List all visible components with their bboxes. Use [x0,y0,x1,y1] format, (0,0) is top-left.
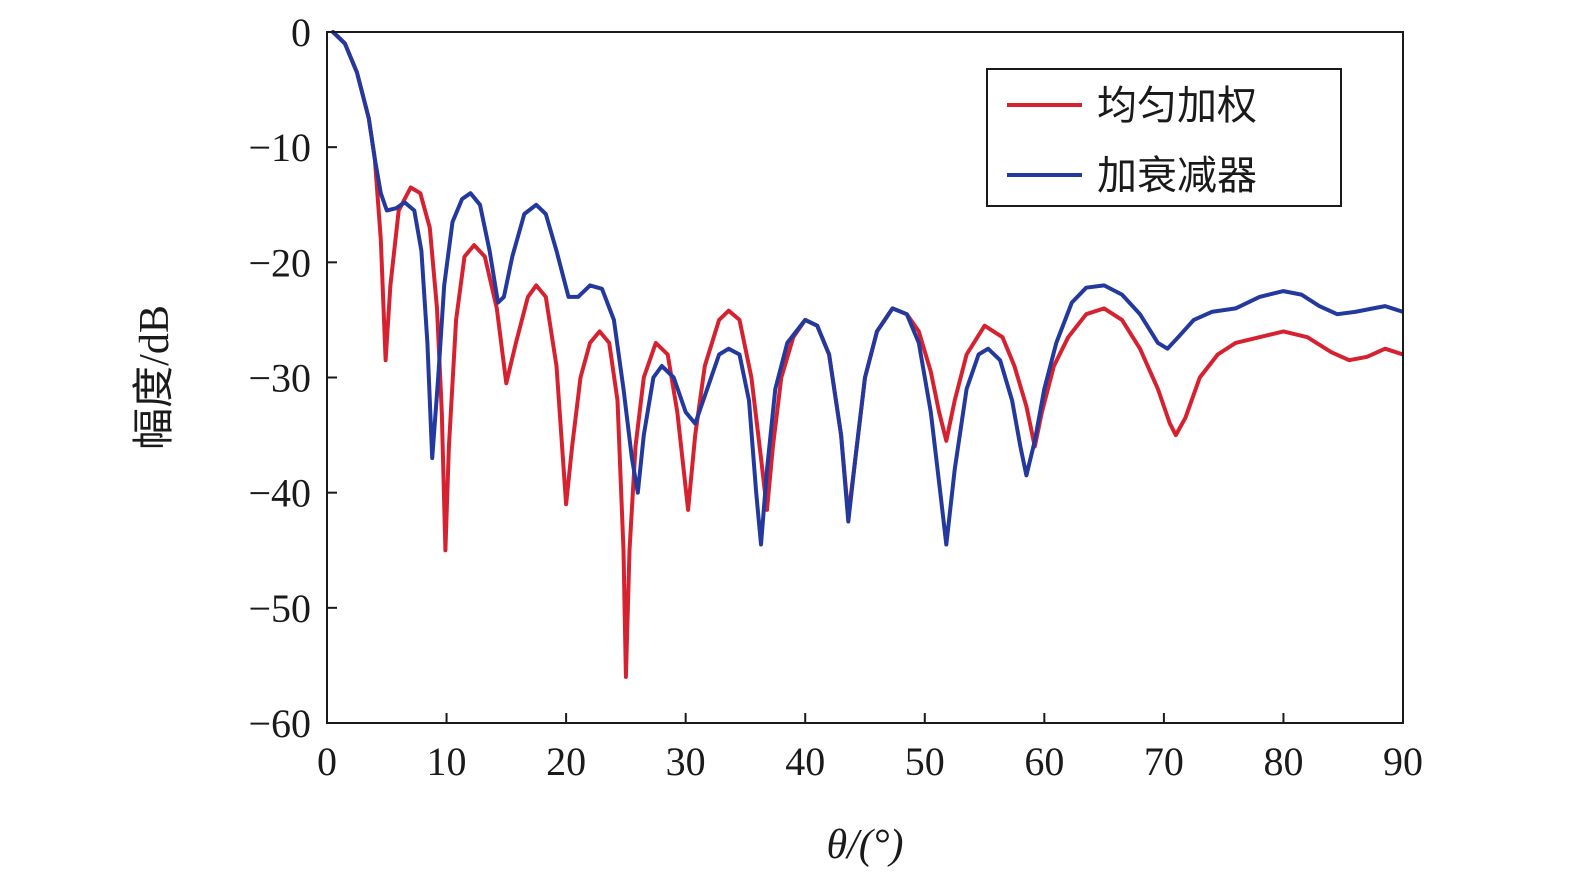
x-axis-title: θ/(°) [826,822,903,868]
legend-label: 均匀加权 [1097,83,1257,129]
x-tick-label: 40 [785,739,825,784]
series-line-2 [331,30,1403,547]
x-tick-label: 50 [905,739,945,784]
series-layer [331,30,1403,679]
y-axis-title: 幅度/dB [132,305,178,450]
x-tick-label: 70 [1144,739,1184,784]
y-tick-label: −50 [248,586,311,631]
x-tick-label: 60 [1024,739,1064,784]
x-tick-label: 0 [317,739,337,784]
x-tick-label: 30 [666,739,706,784]
x-tick-label: 80 [1263,739,1303,784]
y-tick-label: −60 [248,701,311,746]
series-line-1 [331,30,1403,679]
legend-label: 加衰减器 [1097,153,1257,199]
y-tick-label: 0 [291,10,311,55]
x-tick-label: 10 [427,739,467,784]
legend-box [986,68,1342,207]
x-tick-label: 20 [546,739,586,784]
y-axis-ticks: 0 −10 −20 −30 −40 −50 −60 [248,10,337,746]
y-tick-label: −10 [248,125,311,170]
y-tick-label: −20 [248,240,311,285]
y-tick-label: −30 [248,356,311,401]
x-axis-ticks: 0 10 20 30 40 50 60 70 80 90 [317,713,1423,784]
y-tick-label: −40 [248,471,311,516]
x-tick-label: 90 [1383,739,1423,784]
